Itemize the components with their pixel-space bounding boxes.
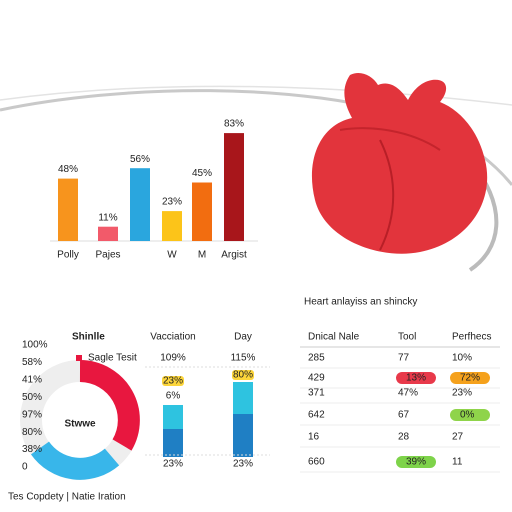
table-cell: 642 (308, 410, 325, 421)
heart (311, 73, 488, 254)
column-value: 80% (233, 370, 253, 381)
bar-value-label: 45% (192, 168, 212, 179)
bar (98, 226, 118, 241)
bar-value-label: 11% (98, 212, 117, 223)
table-header: Perfhecs (452, 332, 491, 343)
axis-label: 38% (22, 444, 42, 455)
table-header: Dnical Nale (308, 332, 360, 343)
bar-value-label: 48% (58, 164, 78, 175)
x-tick-label: M (198, 250, 206, 261)
highlight (232, 370, 254, 380)
legend-label: Sagle Tesit (88, 353, 137, 364)
heart-illustration (311, 73, 488, 254)
axis-label: 80% (22, 427, 42, 438)
table-cell: 23% (452, 388, 472, 399)
column-header: Vacciation (150, 332, 195, 343)
heart-line (339, 127, 441, 151)
column-header: Day (234, 332, 252, 343)
bar-value-label: 23% (162, 197, 182, 208)
table-cell: 39% (406, 457, 426, 468)
heart-line (379, 139, 395, 251)
axis-label: 58% (22, 357, 42, 368)
column-block (233, 414, 253, 457)
donut-segment (31, 441, 120, 480)
column-value: 115% (231, 353, 256, 364)
axis-label: 0 (22, 462, 28, 473)
highlight (162, 376, 184, 386)
bar (162, 211, 182, 241)
table-cell: 47% (398, 388, 418, 399)
pill (450, 372, 490, 384)
axis-label: 41% (22, 374, 42, 385)
table-cell: 16 (308, 432, 320, 443)
bar (224, 133, 244, 241)
table-header: Tool (398, 332, 416, 343)
x-tick-label: Polly (57, 250, 79, 261)
table-cell: 371 (308, 388, 325, 399)
pill (396, 372, 436, 384)
bar (58, 178, 78, 241)
table-cell: 660 (308, 457, 325, 468)
donut-segment (79, 360, 140, 451)
column-value: 109% (160, 353, 186, 364)
table-cell: 72% (460, 373, 480, 384)
bar (130, 168, 150, 241)
axis-label: 97% (22, 409, 42, 420)
column-value: 6% (166, 391, 181, 402)
x-tick-label: W (167, 250, 177, 261)
legend-swatch (76, 355, 82, 361)
table-cell: 67 (398, 410, 410, 421)
bar (192, 182, 212, 241)
bar-value-label: 83% (224, 119, 244, 130)
table-cell: 11 (452, 457, 463, 468)
pill (396, 456, 436, 468)
panel-title: Shinlle (72, 332, 105, 343)
column-block (163, 405, 183, 429)
table-cell: 28 (398, 432, 410, 443)
column-value: 23% (163, 376, 183, 387)
axis-label: 50% (22, 392, 42, 403)
bar-value-label: 56% (130, 154, 150, 165)
table-title: Heart anlayiss an shincky (304, 297, 417, 308)
x-tick-label: Pajes (95, 250, 120, 261)
table-cell: 285 (308, 353, 325, 364)
pill (450, 409, 490, 421)
table-cell: 10% (452, 353, 472, 364)
column-value: 23% (163, 459, 183, 470)
table-cell: 429 (308, 373, 325, 384)
x-tick-label: Argist (221, 250, 247, 261)
axis-label: 100% (22, 340, 48, 351)
footer: Tes Copdety | Natie Iration (8, 492, 126, 503)
column-block (163, 429, 183, 457)
table-cell: 0% (460, 410, 475, 421)
column-block (233, 382, 253, 414)
column-value: 23% (233, 459, 253, 470)
table-cell: 13% (406, 373, 426, 384)
table-cell: 27 (452, 432, 464, 443)
donut-center-label: Stwwe (64, 419, 96, 430)
table-cell: 77 (398, 353, 410, 364)
